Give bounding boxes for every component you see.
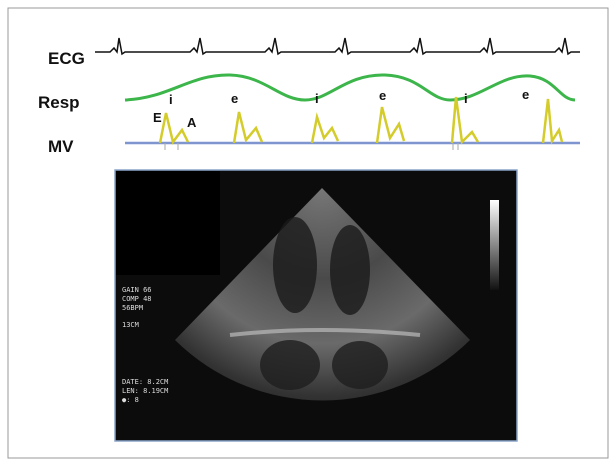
overlay-text: ●: 8 [122,396,139,404]
overlay-text: 56BPM [122,304,143,312]
overlay-text: DATE: 8.2CM [122,378,168,386]
figure: ECG Resp MV E i A e i e i e GAIN 66 COMP… [0,0,616,465]
annotation: E [153,110,162,125]
echo-image: GAIN 66 COMP 48 56BPM 13CM DATE: 8.2CM L… [115,170,517,441]
annotation: i [169,92,173,107]
gray-scale-bar [490,200,499,290]
echo-corner [116,171,220,275]
overlay-text: GAIN 66 [122,286,152,294]
annotation: A [187,115,197,130]
echo-chamber [273,217,317,313]
annotation: e [379,88,386,103]
echo-chamber [330,225,370,315]
annotation: e [522,87,529,102]
annotation: i [315,91,319,106]
overlay-text: COMP 48 [122,295,152,303]
annotation: i [464,91,468,106]
overlay-text: 13CM [122,321,139,329]
ecg-label: ECG [48,49,85,68]
echo-chamber [260,340,320,390]
annotation: e [231,91,238,106]
resp-label: Resp [38,93,80,112]
overlay-text: LEN: 8.19CM [122,387,168,395]
echo-chamber [332,341,388,389]
mv-label: MV [48,137,74,156]
